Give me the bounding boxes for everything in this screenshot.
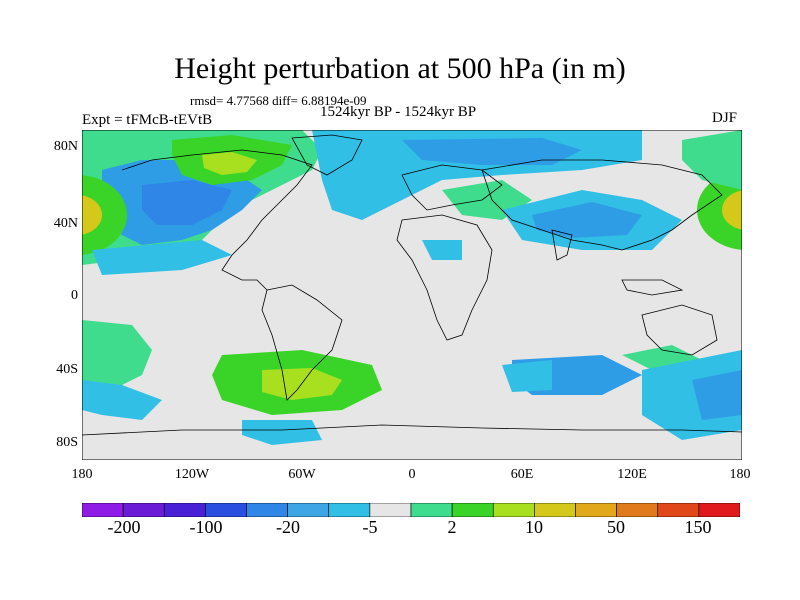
contour-dateline-east-green: [697, 170, 742, 250]
contour-south-indian-lightblue: [502, 360, 552, 392]
lon-label-60w: 60W: [288, 467, 316, 482]
season-label: DJF: [712, 110, 738, 126]
colorbar-label-neg20: -20: [276, 517, 300, 537]
contour-tropic-north-blue: [92, 240, 232, 275]
lat-label-80n: 80N: [53, 139, 78, 154]
period-label: 1524kyr BP - 1524kyr BP: [320, 104, 477, 120]
contour-south-pacific-blue: [242, 420, 322, 445]
colorbar-swatch: [575, 503, 617, 517]
experiment-label: Expt = tFMcB-tEVtB: [82, 112, 213, 128]
lon-label-0: 0: [408, 467, 416, 482]
colorbar-swatch: [287, 503, 330, 517]
contour-dateline-east-gold: [722, 190, 742, 230]
australia-outline: [641, 304, 718, 356]
south-america-outline: [261, 284, 343, 401]
colorbar-swatch: [205, 503, 247, 517]
lat-label-80s: 80S: [56, 435, 78, 450]
colorbar-swatch: [122, 503, 165, 517]
colorbar-label-2: 2: [447, 517, 457, 537]
colorbar-swatch: [492, 503, 535, 517]
antarctica-outline: [82, 424, 742, 436]
lon-label-60e: 60E: [510, 467, 534, 482]
north-america-outline: [121, 149, 313, 291]
colorbar-swatch: [246, 503, 288, 517]
colorbar-label-10: 10: [525, 517, 543, 537]
contour-south-east-midblue: [692, 370, 742, 420]
lat-label-40n: 40N: [53, 216, 78, 231]
europe-outline: [401, 164, 503, 211]
contour-asia-midblue: [532, 202, 642, 238]
indonesia-outline: [621, 279, 684, 296]
stats-label: rmsd= 4.77568 diff= 6.88194e-09: [190, 93, 367, 108]
contour-tropic-mid-blue: [422, 240, 462, 260]
colorbar-swatch: [616, 503, 659, 517]
colorbar: [82, 503, 740, 517]
lon-label-180w: 180: [71, 467, 93, 482]
asia-outline: [481, 159, 723, 251]
contour-arctic-midblue: [402, 138, 582, 165]
contour-northeast-green: [682, 130, 742, 190]
lon-label-180e: 180: [729, 467, 751, 482]
contour-north-deepblue: [142, 180, 232, 225]
colorbar-swatch: [369, 503, 412, 517]
lat-label-40s: 40S: [56, 362, 78, 377]
colorbar-label-neg5: -5: [362, 517, 378, 537]
india-outline: [551, 229, 573, 261]
colorbar-label-150: 150: [684, 517, 712, 537]
chart-title: Height perturbation at 500 hPa (in m): [174, 52, 626, 85]
colorbar-swatch: [410, 503, 453, 517]
lon-label-120w: 120W: [174, 467, 210, 482]
colorbar-label-neg100: -100: [189, 517, 223, 537]
contour-dateline-west-gold: [82, 195, 102, 235]
lat-label-0: 0: [71, 288, 78, 303]
contour-dateline-west-green: [82, 175, 127, 255]
contour-south-west-green: [82, 320, 152, 390]
colorbar-label-50: 50: [607, 517, 625, 537]
contour-canada-yellow: [202, 152, 257, 175]
africa-outline: [396, 214, 493, 341]
colorbar-label-neg200: -200: [107, 517, 141, 537]
lon-label-120e: 120E: [617, 467, 647, 482]
colorbar-swatch: [82, 503, 124, 517]
colorbar-swatch: [163, 503, 206, 517]
colorbar-swatch: [698, 503, 740, 517]
colorbar-swatch: [657, 503, 700, 517]
colorbar-swatch: [534, 503, 576, 517]
coastlines: [82, 134, 742, 436]
colorbar-swatch: [451, 503, 494, 517]
contour-south-west-blue: [82, 380, 162, 420]
height-perturbation-map: [82, 130, 742, 460]
colorbar-swatch: [328, 503, 371, 517]
greenland-outline: [291, 134, 363, 176]
